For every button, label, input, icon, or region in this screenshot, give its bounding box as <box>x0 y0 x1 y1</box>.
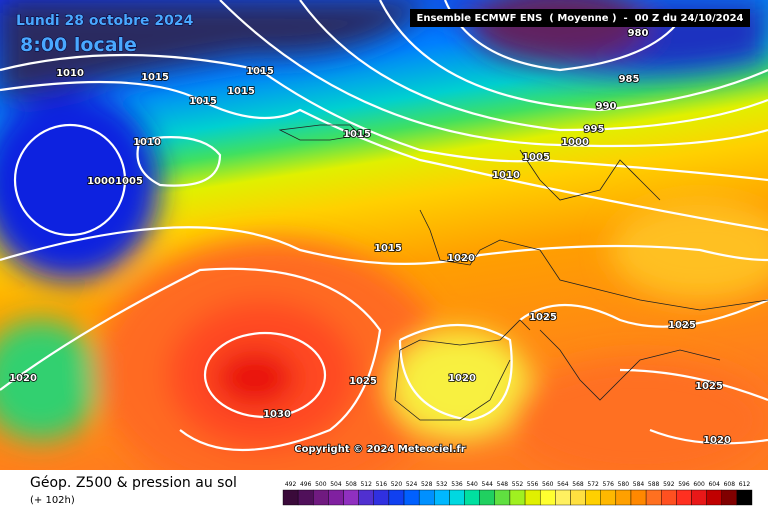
isobar-label: 1010 <box>133 137 161 148</box>
legend-label: 512 <box>360 481 372 488</box>
footer-subtitle: (+ 102h) <box>30 495 75 506</box>
color-legend: 492 496 500 504 508 512 516 520 524 528 532 536 540 5… <box>282 481 753 506</box>
legend-swatch <box>676 489 692 506</box>
legend-label: 568 <box>572 481 584 488</box>
legend-swatch <box>600 489 617 506</box>
legend-label: 592 <box>663 481 675 488</box>
legend-label: 500 <box>315 481 327 488</box>
legend-swatch <box>736 489 753 506</box>
legend-swatch <box>373 489 390 506</box>
legend-label: 588 <box>648 481 660 488</box>
isobar-label: 1010 <box>492 170 520 181</box>
legend-label: 552 <box>512 481 524 488</box>
isobar-label: 1015 <box>141 72 169 83</box>
time: 8:00 locale <box>20 34 137 56</box>
isobar-label: 1005 <box>115 176 143 187</box>
isobar-label: 1015 <box>246 66 274 77</box>
legend-label: 516 <box>376 481 388 488</box>
legend-swatch <box>343 489 359 506</box>
legend-swatch <box>645 489 662 506</box>
legend-swatch <box>388 489 405 506</box>
legend-label: 524 <box>406 481 418 488</box>
isobar-label: 1025 <box>529 312 557 323</box>
isobar-label: 1020 <box>448 373 476 384</box>
copyright: Copyright © 2024 Meteociel.fr <box>294 444 465 455</box>
isobar-label: 1025 <box>349 376 377 387</box>
legend-label: 504 <box>330 481 342 488</box>
legend-label: 560 <box>542 481 554 488</box>
legend-label: 536 <box>451 481 463 488</box>
footer-title: Géop. Z500 & pression au sol <box>30 475 237 491</box>
legend-label: 520 <box>391 481 403 488</box>
model-box <box>410 9 750 27</box>
legend-label: 508 <box>345 481 357 488</box>
legend-swatch <box>328 489 344 506</box>
legend-label: 556 <box>527 481 539 488</box>
isobar-label: 985 <box>619 74 640 85</box>
legend-swatch <box>358 489 374 506</box>
isobar-label: 980 <box>628 28 649 39</box>
isobar-label: 1015 <box>374 243 402 254</box>
isobar-label: 990 <box>596 101 617 112</box>
isobar-label: 1025 <box>668 320 696 331</box>
legend-swatch <box>585 489 601 506</box>
legend-label: 576 <box>603 481 615 488</box>
legend-swatch <box>509 489 526 506</box>
legend-swatch <box>721 489 738 506</box>
isobar-label: 1020 <box>9 373 37 384</box>
legend-label: 608 <box>724 481 736 488</box>
legend-swatch <box>282 489 299 506</box>
isobar-label: 1015 <box>227 86 255 97</box>
isobar-label: 1015 <box>189 96 217 107</box>
legend-label: 544 <box>482 481 494 488</box>
legend-swatch <box>418 489 435 506</box>
isobar-label: 1005 <box>522 152 550 163</box>
legend-swatch <box>570 489 586 506</box>
legend-label: 604 <box>708 481 720 488</box>
legend-swatch <box>615 489 632 506</box>
legend-label: 600 <box>693 481 705 488</box>
legend-label: 564 <box>557 481 569 488</box>
legend-label: 540 <box>466 481 478 488</box>
legend-swatch <box>691 489 707 506</box>
legend-label: 496 <box>300 481 312 488</box>
legend-swatch <box>494 489 511 506</box>
date: Lundi 28 octobre 2024 <box>16 13 194 29</box>
legend-swatch <box>479 489 496 506</box>
legend-label: 596 <box>678 481 690 488</box>
isobar-label: 1020 <box>447 253 475 264</box>
isobar-label: 1010 <box>56 68 84 79</box>
legend-swatch <box>297 489 314 506</box>
legend-label: 572 <box>587 481 599 488</box>
legend-swatch <box>630 489 647 506</box>
legend-label: 580 <box>618 481 630 488</box>
legend-label: 584 <box>633 481 645 488</box>
legend-swatch <box>464 489 480 506</box>
model-title: Ensemble ECMWF ENS ( Moyenne ) - 00 Z du… <box>417 13 744 24</box>
isobar-label: 1020 <box>703 435 731 446</box>
legend-label: 532 <box>436 481 448 488</box>
isobar-label: 1030 <box>263 409 291 420</box>
legend-swatch <box>539 489 556 506</box>
legend-swatch <box>313 489 329 506</box>
legend-label: 612 <box>739 481 751 488</box>
isobar-label: 995 <box>584 124 605 135</box>
isobar-label: 1000 <box>87 176 115 187</box>
isobar-label: 1000 <box>561 137 589 148</box>
isobar-label: 1025 <box>695 381 723 392</box>
legend-swatch <box>434 489 450 506</box>
legend-swatch <box>449 489 465 506</box>
legend-label: 548 <box>497 481 509 488</box>
legend-label: 492 <box>285 481 297 488</box>
legend-swatch <box>706 489 722 506</box>
legend-swatch <box>661 489 677 506</box>
isobar-label: 1015 <box>343 129 371 140</box>
legend-swatch <box>555 489 571 506</box>
legend-swatch <box>524 489 541 506</box>
legend-swatch <box>403 489 420 506</box>
legend-label: 528 <box>421 481 433 488</box>
